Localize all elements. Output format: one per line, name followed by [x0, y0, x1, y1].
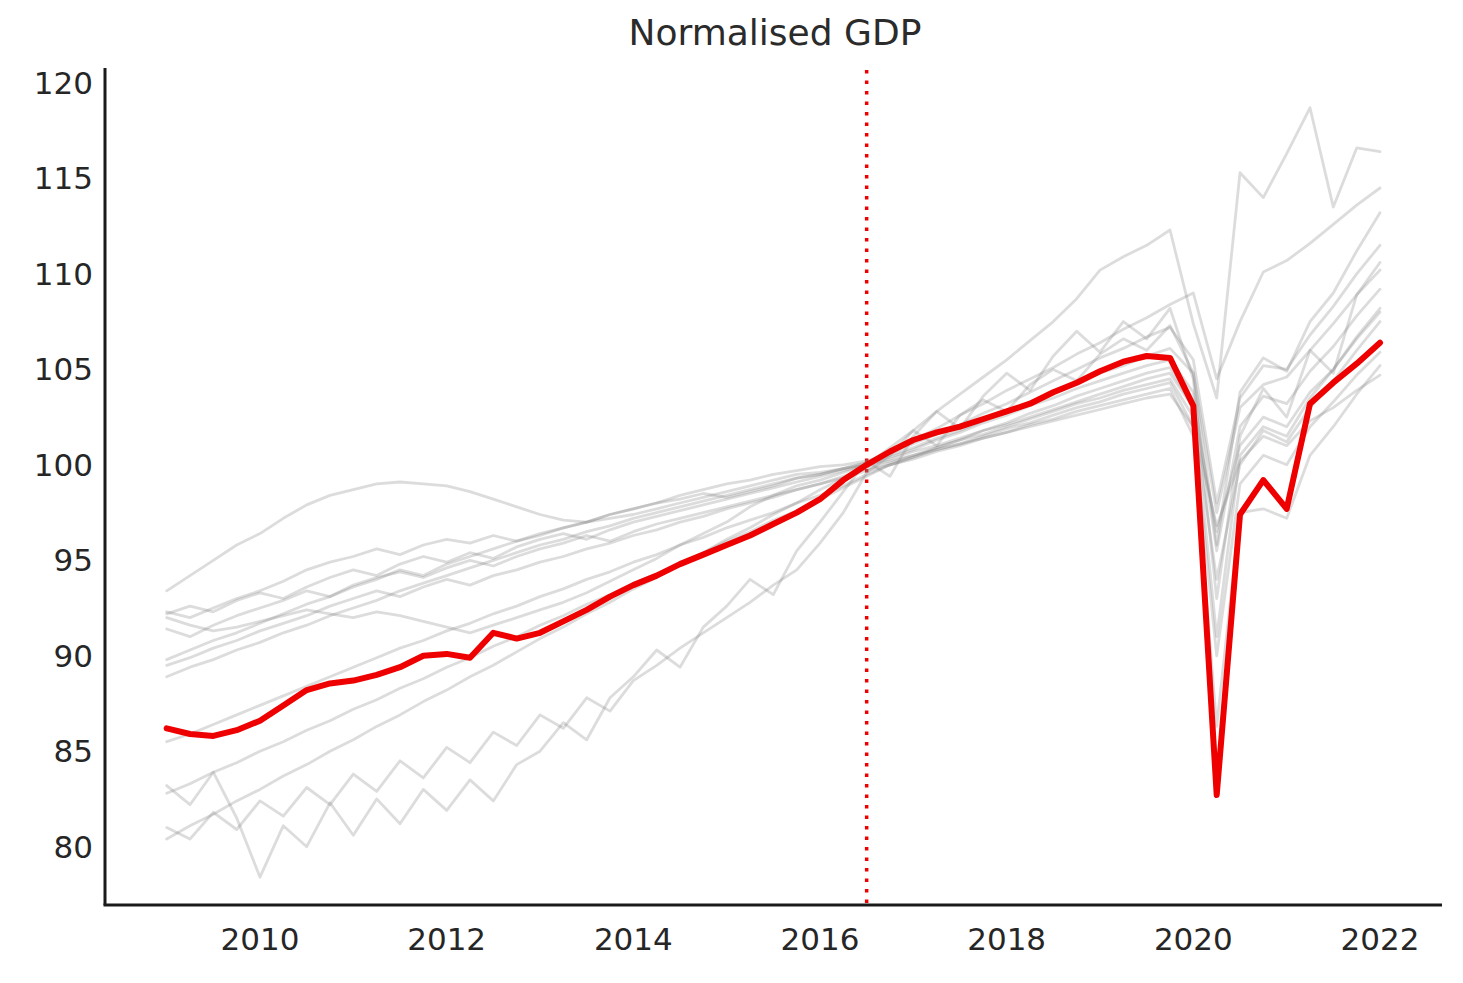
gdp-chart: Normalised GDP 80 85 90 95 100 105 110 115 120 20… — [0, 0, 1463, 983]
x-tick-label: 2022 — [1341, 921, 1420, 957]
y-tick-label: 105 — [34, 351, 93, 387]
y-tick-label: 120 — [34, 65, 93, 101]
x-tick-label: 2010 — [221, 921, 300, 957]
plot-svg: 80 85 90 95 100 105 110 115 120 2010 2012 2014 2016 2… — [0, 0, 1463, 983]
y-tick-label: 90 — [54, 638, 93, 674]
y-tick-label: 95 — [54, 542, 93, 578]
y-tick-label: 100 — [34, 447, 93, 483]
chart-title: Normalised GDP — [105, 12, 1445, 53]
x-tick-label: 2014 — [594, 921, 673, 957]
y-tick-label: 85 — [54, 733, 93, 769]
x-tick-label: 2020 — [1154, 921, 1233, 957]
x-tick-label: 2018 — [967, 921, 1046, 957]
y-tick-label: 80 — [54, 829, 93, 865]
y-tick-label: 110 — [34, 256, 93, 292]
series-line-comparator-01 — [167, 108, 1380, 633]
y-tick-label: 115 — [34, 160, 93, 196]
x-tick-label: 2016 — [781, 921, 860, 957]
x-tick-label: 2012 — [407, 921, 486, 957]
